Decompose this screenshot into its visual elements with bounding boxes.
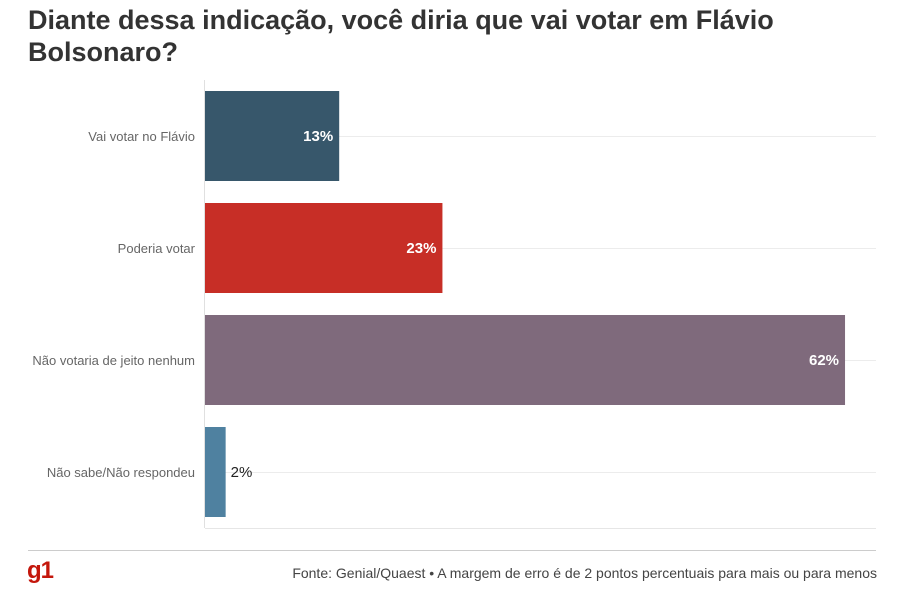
category-label: Vai votar no Flávio bbox=[88, 129, 195, 144]
value-label: 13% bbox=[303, 128, 333, 145]
bar bbox=[205, 315, 846, 405]
value-label: 62% bbox=[809, 352, 839, 369]
category-label: Poderia votar bbox=[118, 241, 196, 256]
category-label: Não votaria de jeito nenhum bbox=[32, 353, 195, 368]
value-label: 23% bbox=[406, 240, 436, 257]
value-labels: 13% 23% 62% 2% bbox=[231, 128, 839, 481]
category-label: Não sabe/Não respondeu bbox=[47, 465, 195, 480]
bar bbox=[205, 427, 226, 517]
category-labels: Vai votar no Flávio Poderia votar Não vota… bbox=[32, 129, 195, 480]
bars bbox=[205, 91, 846, 517]
chart-title: Diante dessa indicação, você diria que v… bbox=[28, 5, 774, 67]
source-note: Fonte: Genial/Quaest • A margem de erro … bbox=[292, 565, 877, 581]
g1-logo: g1 bbox=[27, 557, 54, 584]
footer-divider bbox=[28, 550, 876, 551]
bar bbox=[205, 203, 443, 293]
bar-chart: Vai votar no Flávio Poderia votar Não vota… bbox=[32, 80, 876, 529]
value-label: 2% bbox=[231, 464, 253, 481]
bar bbox=[205, 91, 340, 181]
